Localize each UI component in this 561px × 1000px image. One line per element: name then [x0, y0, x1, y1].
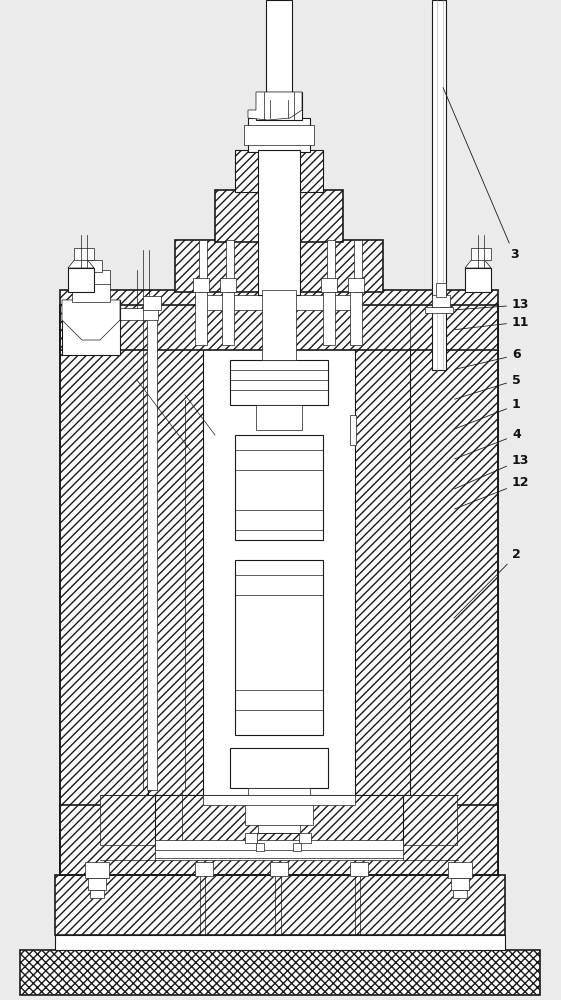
- Bar: [436, 283, 446, 297]
- Bar: [432, 0, 446, 370]
- Bar: [448, 862, 472, 878]
- Bar: [471, 248, 491, 260]
- Text: 6: 6: [455, 349, 521, 369]
- Bar: [258, 150, 300, 295]
- Bar: [60, 805, 498, 875]
- Bar: [350, 415, 356, 445]
- Bar: [465, 268, 491, 292]
- Text: 5: 5: [454, 373, 521, 399]
- Bar: [55, 935, 505, 950]
- Bar: [175, 240, 383, 292]
- Bar: [425, 307, 453, 313]
- Polygon shape: [62, 300, 120, 340]
- Bar: [203, 305, 355, 795]
- Bar: [72, 270, 110, 302]
- Bar: [147, 310, 157, 790]
- Bar: [120, 308, 158, 320]
- Bar: [80, 260, 102, 272]
- Bar: [245, 833, 257, 843]
- Polygon shape: [248, 92, 302, 120]
- Bar: [100, 795, 155, 845]
- Text: 2: 2: [454, 548, 521, 618]
- Bar: [348, 278, 364, 292]
- Text: 4: 4: [454, 428, 521, 459]
- Bar: [451, 878, 469, 890]
- Bar: [262, 290, 296, 360]
- Bar: [453, 890, 467, 898]
- Bar: [220, 278, 236, 292]
- Bar: [88, 878, 106, 890]
- Bar: [323, 290, 335, 345]
- Bar: [90, 890, 104, 898]
- Bar: [293, 843, 301, 851]
- Bar: [321, 278, 337, 292]
- Bar: [354, 240, 362, 292]
- Bar: [266, 0, 292, 92]
- Bar: [155, 795, 403, 850]
- Bar: [256, 843, 264, 851]
- Bar: [402, 795, 457, 845]
- Bar: [143, 296, 161, 310]
- Polygon shape: [465, 258, 491, 268]
- Bar: [199, 240, 207, 292]
- Bar: [230, 748, 328, 788]
- Bar: [193, 278, 209, 292]
- Bar: [408, 305, 498, 875]
- Bar: [226, 240, 234, 292]
- Bar: [230, 360, 328, 405]
- Bar: [215, 190, 343, 242]
- Bar: [62, 300, 120, 355]
- Bar: [60, 290, 498, 350]
- Bar: [60, 305, 150, 875]
- Bar: [248, 118, 310, 152]
- Bar: [55, 875, 505, 935]
- Bar: [258, 808, 300, 833]
- Polygon shape: [68, 258, 94, 268]
- Text: 12: 12: [454, 477, 530, 509]
- Bar: [203, 295, 355, 310]
- Bar: [68, 268, 94, 292]
- Bar: [327, 240, 335, 292]
- Bar: [270, 862, 288, 876]
- Bar: [299, 833, 311, 843]
- Bar: [203, 795, 355, 805]
- Bar: [350, 290, 362, 345]
- Bar: [245, 795, 313, 825]
- Bar: [235, 150, 323, 192]
- Text: 11: 11: [455, 316, 530, 330]
- Bar: [432, 295, 450, 307]
- Bar: [235, 560, 323, 735]
- Bar: [256, 405, 302, 430]
- Bar: [350, 862, 368, 876]
- Text: 1: 1: [454, 398, 521, 429]
- Bar: [148, 305, 203, 795]
- Text: 13: 13: [455, 298, 530, 312]
- Text: 13: 13: [454, 454, 530, 489]
- Bar: [248, 788, 310, 808]
- Bar: [222, 290, 234, 345]
- Bar: [155, 840, 403, 860]
- Bar: [20, 950, 540, 995]
- Bar: [74, 248, 94, 260]
- Bar: [195, 290, 207, 345]
- Text: 3: 3: [443, 88, 518, 261]
- Bar: [256, 92, 302, 120]
- Bar: [195, 862, 213, 876]
- Bar: [244, 125, 314, 145]
- Bar: [235, 435, 323, 540]
- Bar: [355, 305, 410, 795]
- Bar: [85, 862, 109, 878]
